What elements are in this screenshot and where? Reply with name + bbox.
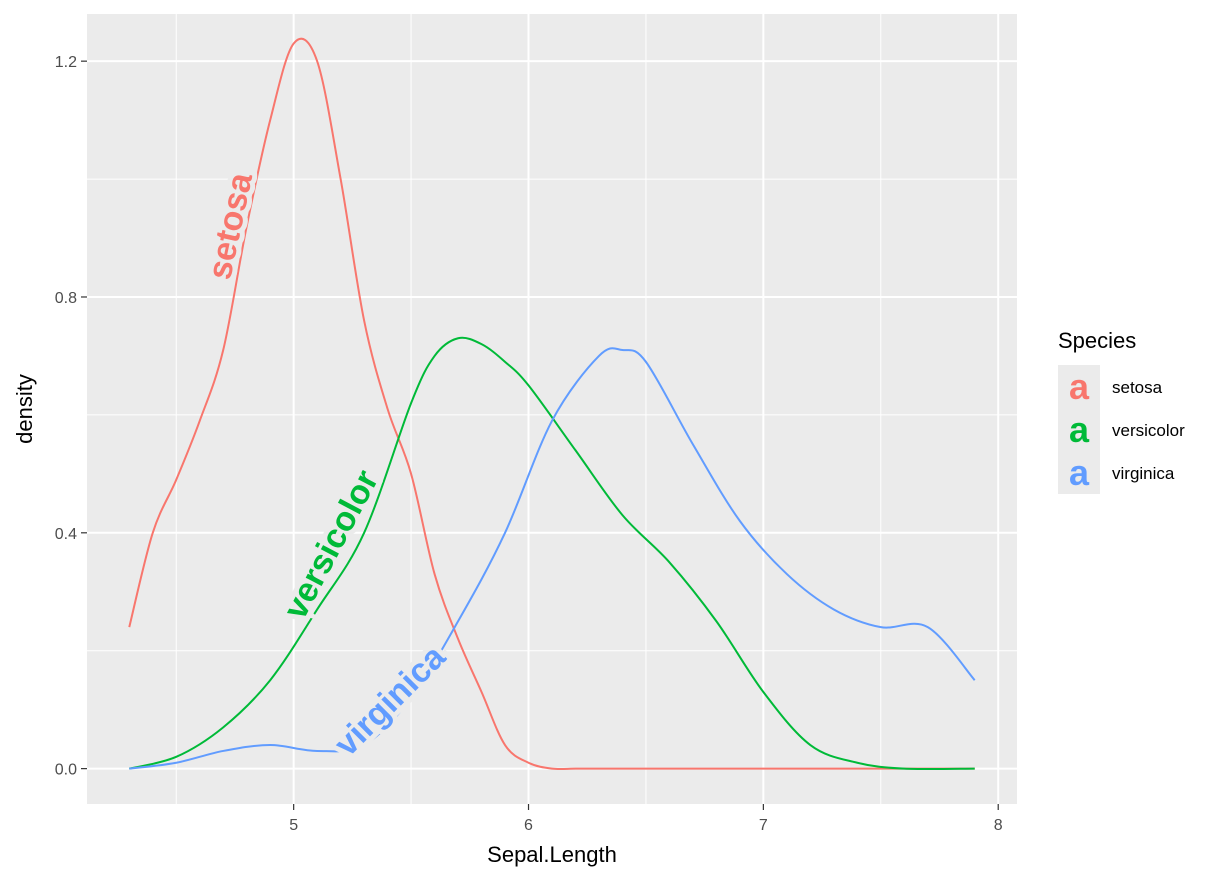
y-axis-title: density	[12, 374, 37, 444]
density-line-versicolor	[129, 336, 975, 771]
legend-key-bg	[1058, 408, 1100, 451]
grid-major	[87, 14, 1017, 804]
density-line-virginica	[129, 347, 976, 770]
legend-key-virginica: a	[1069, 452, 1090, 493]
legend-label-versicolor: versicolor	[1112, 421, 1185, 440]
y-tick-label: 0.0	[55, 762, 77, 779]
x-tick-label: 8	[994, 817, 1003, 834]
density-curves	[128, 37, 976, 771]
legend-title: Species	[1058, 328, 1136, 353]
y-tick-label: 1.2	[55, 54, 77, 71]
x-tick-label: 6	[524, 817, 533, 834]
y-tick-label: 0.8	[55, 290, 77, 307]
legend-items: a setosa a versicolor a virginica	[1058, 365, 1185, 494]
x-tick-label: 5	[289, 817, 298, 834]
x-tick-label: 7	[759, 817, 768, 834]
x-axis-title: Sepal.Length	[487, 842, 617, 867]
density-line-setosa	[128, 37, 975, 771]
y-axis: 0.0 0.4 0.8 1.2	[55, 54, 87, 779]
legend-key-setosa: a	[1069, 366, 1090, 407]
plot-panel	[87, 14, 1017, 804]
legend: Species a setosa a versicolor a virginica	[1058, 328, 1185, 494]
legend-key-versicolor: a	[1069, 409, 1090, 450]
legend-label-virginica: virginica	[1112, 464, 1175, 483]
y-tick-label: 0.4	[55, 526, 77, 543]
legend-key-bg	[1058, 365, 1100, 408]
legend-key-bg	[1058, 451, 1100, 494]
legend-label-setosa: setosa	[1112, 378, 1163, 397]
grid-minor	[87, 14, 1017, 804]
x-axis: 5 6 7 8	[289, 804, 1003, 834]
